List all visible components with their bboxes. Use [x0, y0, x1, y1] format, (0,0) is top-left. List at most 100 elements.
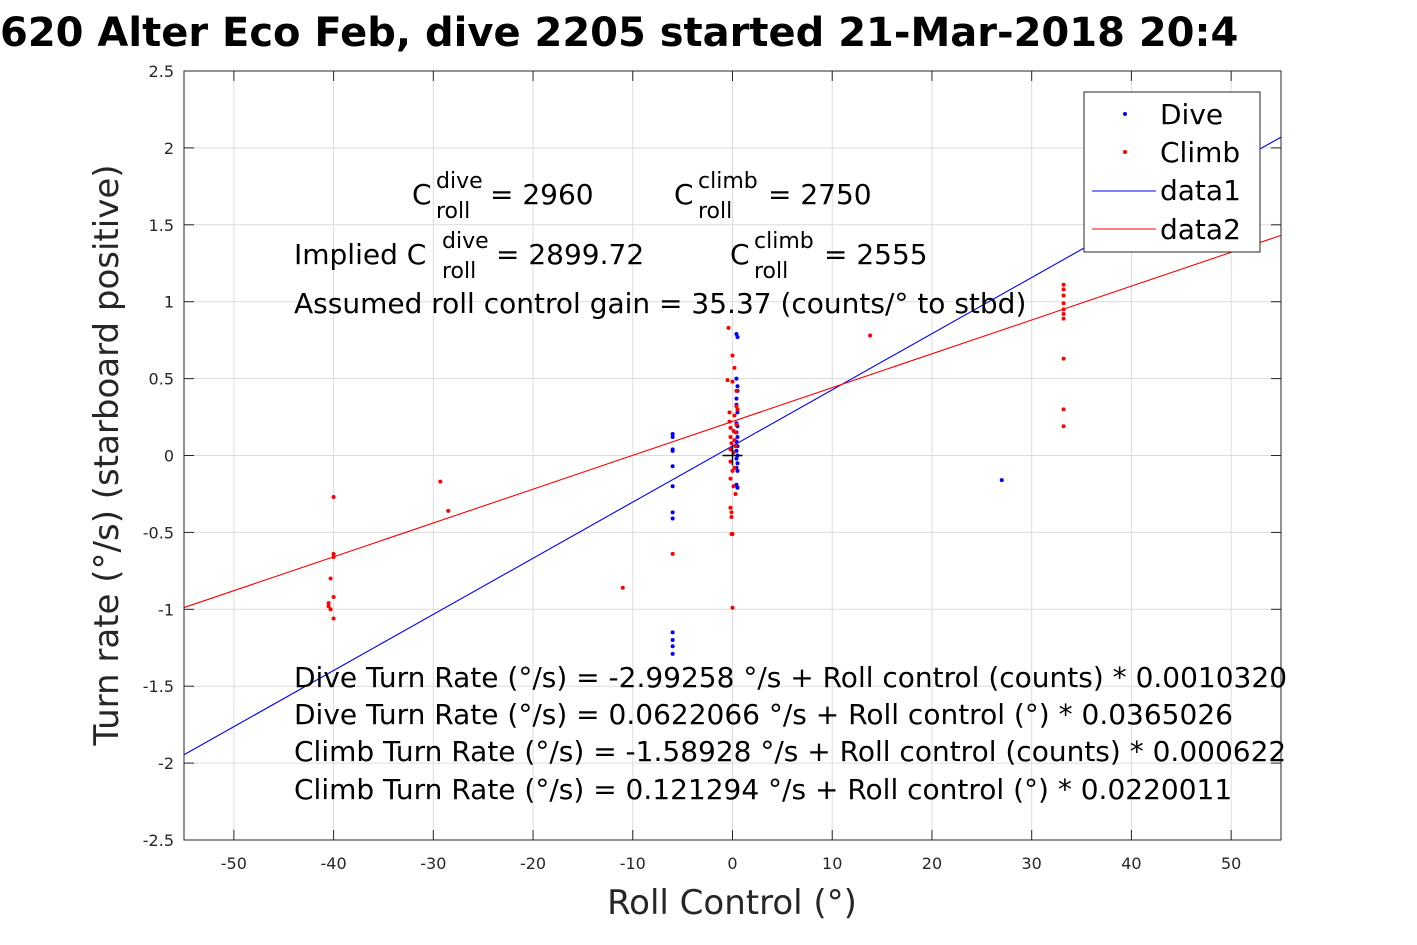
dive-point [670, 644, 675, 649]
origin-marker [722, 445, 743, 466]
implied-climb-label: C [730, 238, 750, 271]
y-tick-label: -1 [158, 600, 174, 619]
climb-point [331, 495, 336, 500]
dive-point [670, 484, 675, 489]
gain-annotation: Assumed roll control gain = 35.37 (count… [294, 287, 1026, 320]
climb-point [732, 465, 737, 470]
y-tick-label: 2 [164, 139, 174, 158]
climb-point [729, 441, 734, 446]
climb-point [730, 531, 735, 536]
climb-point [727, 419, 732, 424]
legend-dive-marker [1123, 112, 1127, 116]
dive-point [734, 482, 739, 487]
x-tick-label: 20 [922, 854, 942, 873]
dive-point [735, 410, 740, 415]
climb-point [728, 435, 733, 440]
dive-point [999, 478, 1004, 483]
climb-point [733, 491, 738, 496]
legend-climb-label: Climb [1160, 136, 1240, 169]
data-points [326, 282, 1066, 656]
c-dive-value: = 2960 [490, 178, 594, 211]
climb-point [730, 353, 735, 358]
climb-point [729, 510, 734, 515]
equation-climb-counts: Climb Turn Rate (°/s) = -1.58928 °/s + R… [294, 735, 1286, 768]
climb-point [732, 365, 737, 370]
climb-point [730, 605, 735, 610]
x-tick-label: 0 [727, 854, 737, 873]
x-tick-label: -40 [321, 854, 347, 873]
climb-point [331, 551, 336, 556]
climb-point [1061, 356, 1066, 361]
dive-point [735, 485, 740, 490]
climb-point [446, 508, 451, 513]
climb-point [1061, 287, 1066, 292]
x-tick-label: 10 [822, 854, 842, 873]
climb-point [1061, 307, 1066, 312]
y-tick-label: -2.5 [143, 831, 174, 850]
implied-dive-sub: roll [442, 259, 476, 284]
dive-point [734, 331, 739, 336]
climb-point [728, 459, 733, 464]
plot-frame [183, 70, 1282, 841]
y-tick-label: -2 [158, 754, 174, 773]
equation-dive-counts: Dive Turn Rate (°/s) = -2.99258 °/s + Ro… [294, 661, 1287, 694]
climb-point [734, 422, 739, 427]
legend-box [1083, 91, 1261, 253]
y-tick-label: 1 [164, 293, 174, 312]
y-tick-label: 0 [164, 447, 174, 466]
climb-point [727, 410, 732, 415]
dive-point [735, 468, 740, 473]
climb-point [732, 413, 737, 418]
dive-point [670, 651, 675, 656]
dive-point [735, 384, 740, 389]
dive-point [735, 335, 740, 340]
x-tick-label: 40 [1121, 854, 1141, 873]
climb-point [868, 333, 873, 338]
x-tick-label: -50 [221, 854, 247, 873]
dive-point [670, 435, 675, 440]
y-tick-label: -0.5 [143, 523, 174, 542]
y-tick-label: -1.5 [143, 677, 174, 696]
climb-point [728, 476, 733, 481]
climb-point [1061, 312, 1066, 317]
axis-ticks: -50 -40 -30 -20 -10 0 10 20 30 40 50 2.5 2 1.5 1 0.5 0 -0… [143, 62, 1281, 873]
dive-point [670, 448, 675, 453]
dive-point [670, 638, 675, 643]
climb-point [731, 484, 736, 489]
climb-point [729, 515, 734, 520]
climb-point [1061, 407, 1066, 412]
climb-point [438, 479, 443, 484]
x-tick-label: -10 [620, 854, 646, 873]
c-dive-sup: dive [436, 169, 483, 194]
dive-point [734, 448, 739, 453]
legend-data1-label: data1 [1160, 174, 1241, 207]
climb-point [735, 407, 740, 412]
climb-point [328, 607, 333, 612]
climb-point [1061, 282, 1066, 287]
climb-point [1061, 424, 1066, 429]
y-tick-label: 1.5 [149, 216, 174, 235]
c-dive-annotation: C [412, 178, 432, 211]
climb-point [734, 404, 739, 409]
y-tick-label: 2.5 [149, 62, 174, 81]
climb-point [1061, 301, 1066, 306]
x-tick-label: -30 [420, 854, 446, 873]
climb-point [620, 585, 625, 590]
implied-dive-value: = 2899.72 [496, 238, 644, 271]
climb-point [1061, 316, 1066, 321]
dive-point [670, 464, 675, 469]
c-dive-label: C [412, 178, 432, 211]
implied-climb-value: = 2555 [824, 238, 928, 271]
climb-point [728, 447, 733, 452]
implied-climb-sub: roll [754, 259, 788, 284]
chart-title: 620 Alter Eco Feb, dive 2205 started 21-… [0, 10, 1238, 56]
implied-climb-sup: climb [754, 229, 814, 254]
legend-climb-marker [1123, 150, 1127, 154]
dive-point [734, 376, 739, 381]
climb-point [726, 325, 731, 330]
climb-point [326, 601, 331, 606]
climb-point [331, 616, 336, 621]
y-tick-label: 0.5 [149, 370, 174, 389]
climb-point [732, 438, 737, 443]
dive-point [734, 456, 739, 461]
